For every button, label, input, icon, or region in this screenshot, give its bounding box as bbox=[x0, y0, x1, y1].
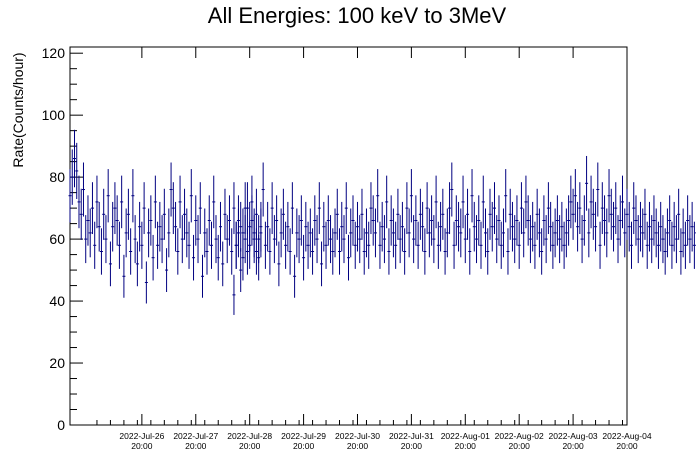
x-tick-label-date: 2022-Aug-01 bbox=[441, 431, 490, 441]
x-tick-label-date: 2022-Jul-27 bbox=[173, 431, 218, 441]
x-tick-label-time: 20:00 bbox=[455, 441, 477, 451]
x-tick-label-time: 20:00 bbox=[185, 441, 207, 451]
x-tick-label-time: 20:00 bbox=[347, 441, 369, 451]
x-tick-label-date: 2022-Aug-04 bbox=[602, 431, 651, 441]
x-tick-label-date: 2022-Jul-30 bbox=[335, 431, 380, 441]
chart-title: All Energies: 100 keV to 3MeV bbox=[208, 3, 507, 28]
x-tick-label-time: 20:00 bbox=[616, 441, 638, 451]
x-tick-label-time: 20:00 bbox=[293, 441, 315, 451]
x-axis: 2022-Jul-2620:002022-Jul-2720:002022-Jul… bbox=[96, 47, 652, 451]
x-tick-label-date: 2022-Jul-28 bbox=[227, 431, 272, 441]
y-tick-label: 100 bbox=[42, 107, 66, 123]
y-axis: 0 20 40 60 80 100 120 bbox=[42, 45, 83, 433]
y-tick-label: 40 bbox=[49, 293, 65, 309]
y-tick-label: 20 bbox=[49, 355, 65, 371]
x-tick-label-time: 20:00 bbox=[401, 441, 423, 451]
x-tick-label-date: 2022-Jul-31 bbox=[389, 431, 434, 441]
x-tick-label-date: 2022-Jul-26 bbox=[119, 431, 164, 441]
y-tick-label: 120 bbox=[42, 45, 66, 61]
x-tick-label-time: 20:00 bbox=[131, 441, 153, 451]
y-tick-label: 60 bbox=[49, 231, 65, 247]
x-tick-label-time: 20:00 bbox=[509, 441, 531, 451]
x-tick-label-date: 2022-Jul-29 bbox=[281, 431, 326, 441]
x-tick-label-time: 20:00 bbox=[239, 441, 261, 451]
y-tick-label: 0 bbox=[57, 417, 65, 433]
x-tick-label-time: 20:00 bbox=[562, 441, 584, 451]
y-axis-label: Rate(Counts/hour) bbox=[10, 52, 26, 167]
y-tick-label: 80 bbox=[49, 169, 65, 185]
x-tick-label-date: 2022-Aug-03 bbox=[549, 431, 598, 441]
data-points bbox=[68, 129, 696, 315]
x-tick-label-date: 2022-Aug-02 bbox=[495, 431, 544, 441]
